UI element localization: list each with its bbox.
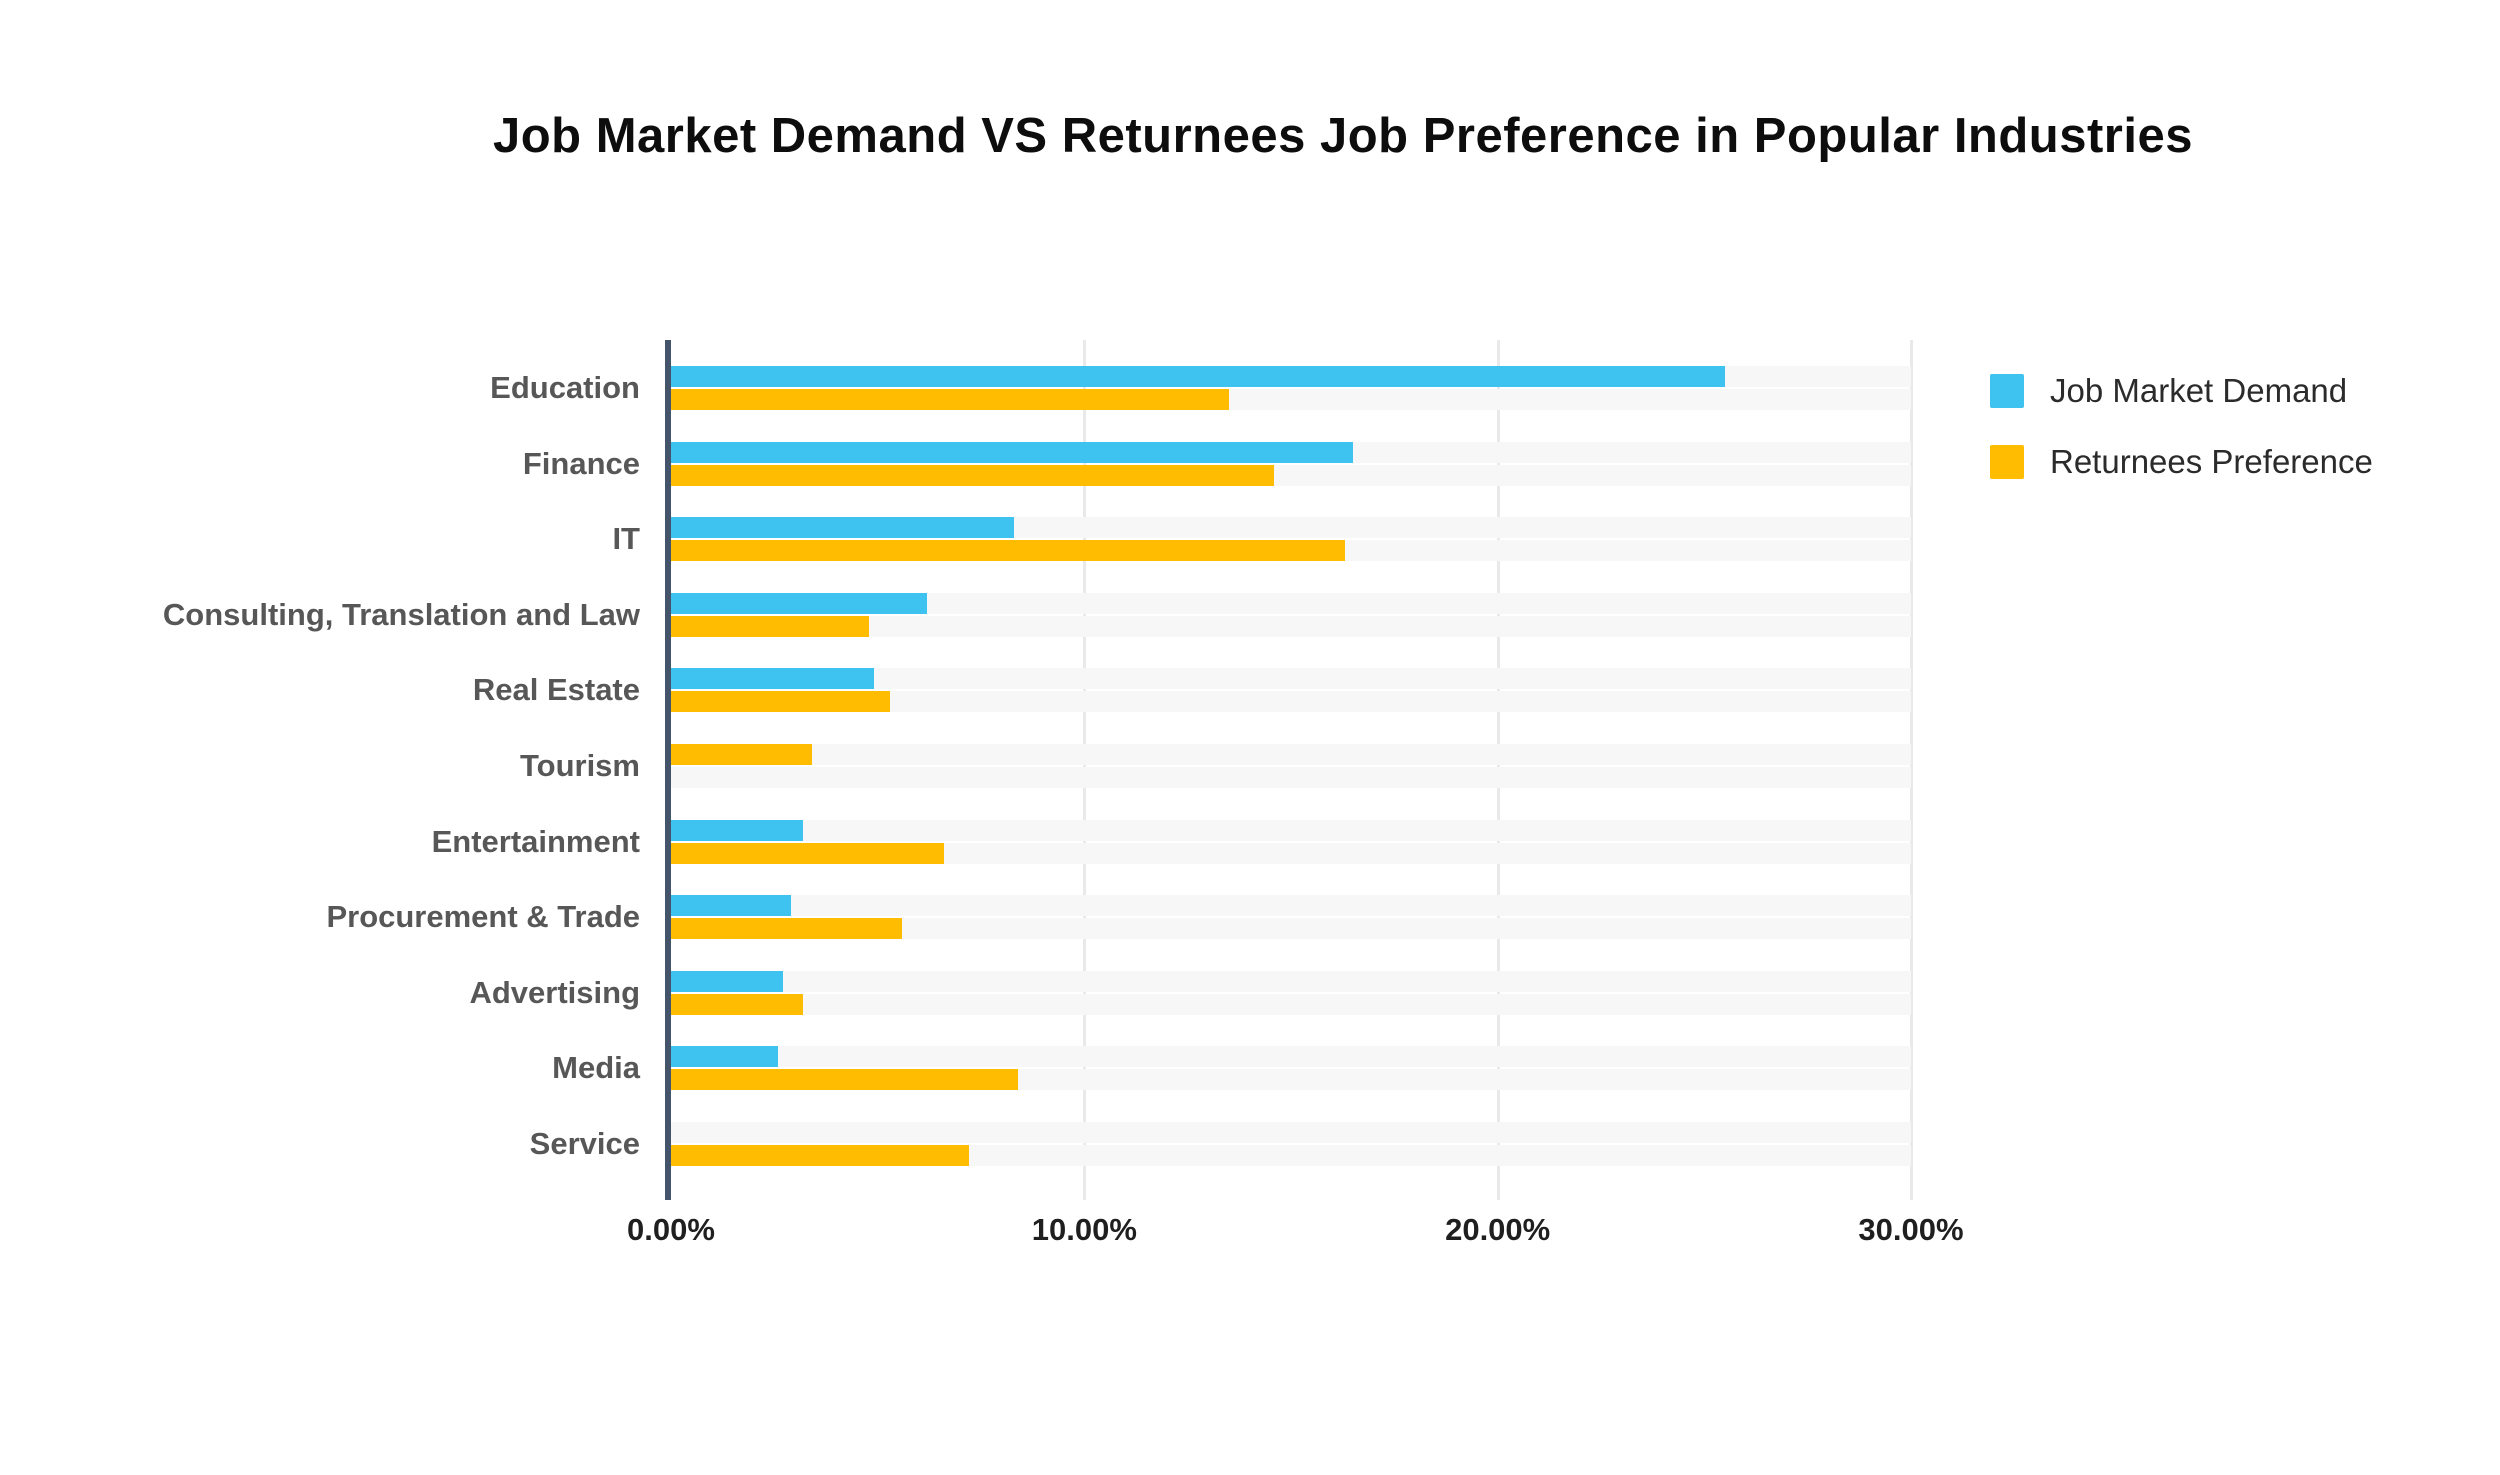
legend-item-job-market-demand[interactable]: Job Market Demand xyxy=(1990,372,2373,410)
bar-advertising-preference xyxy=(671,993,804,1015)
row-stripe-consulting-translation-and-law-0 xyxy=(671,592,1911,614)
bar-finance-preference xyxy=(671,464,1275,486)
row-stripe-tourism-0 xyxy=(671,744,1911,765)
bar-it-preference xyxy=(671,540,1345,562)
bar-education-preference xyxy=(671,389,1229,410)
legend-label: Returnees Preference xyxy=(2050,443,2373,480)
x-tick-label-30pct: 30.00% xyxy=(1858,1212,1964,1247)
row-stripe-entertainment-0 xyxy=(671,819,1911,841)
category-label-consulting-translation-and-law: Consulting, Translation and Law xyxy=(162,596,640,632)
legend-swatch-job-market-demand xyxy=(1990,374,2024,408)
category-label-finance: Finance xyxy=(522,445,640,481)
row-stripe-procurement-trade-1 xyxy=(671,918,1911,940)
legend: Job Market Demand Returnees Preference xyxy=(1990,372,2373,481)
x-tick-label-0pct: 0.00% xyxy=(627,1212,715,1247)
category-label-it: IT xyxy=(612,521,640,557)
legend-swatch-returnees-preference xyxy=(1990,445,2024,479)
row-stripe-real-estate-1 xyxy=(671,691,1911,713)
bar-tourism-preference xyxy=(671,744,812,765)
category-label-entertainment: Entertainment xyxy=(431,823,640,859)
row-stripe-tourism-1 xyxy=(671,767,1911,788)
x-tick-label-10pct: 10.00% xyxy=(1031,1212,1137,1247)
row-stripe-advertising-0 xyxy=(671,970,1911,992)
bar-service-preference xyxy=(671,1145,969,1166)
legend-label: Job Market Demand xyxy=(2050,372,2348,409)
y-axis-line xyxy=(665,340,671,1200)
bar-procurement-trade-preference xyxy=(671,918,903,940)
bar-real-estate-demand xyxy=(671,668,874,690)
row-stripe-consulting-translation-and-law-1 xyxy=(671,615,1911,637)
x-tick-label-20pct: 20.00% xyxy=(1445,1212,1551,1247)
bar-it-demand xyxy=(671,517,1015,539)
category-label-advertising: Advertising xyxy=(469,974,640,1010)
bar-real-estate-preference xyxy=(671,691,891,713)
bar-finance-demand xyxy=(671,441,1353,463)
bar-media-preference xyxy=(671,1069,1019,1091)
bar-entertainment-preference xyxy=(671,842,944,864)
bar-consulting-translation-and-law-demand xyxy=(671,592,928,614)
row-stripe-entertainment-1 xyxy=(671,842,1911,864)
category-label-media: Media xyxy=(552,1050,640,1086)
gridline-30pct xyxy=(1910,340,1913,1200)
bar-media-demand xyxy=(671,1046,779,1068)
chart-title: Job Market Demand VS Returnees Job Prefe… xyxy=(493,109,2193,163)
bar-education-demand xyxy=(671,366,1725,387)
category-label-tourism: Tourism xyxy=(520,748,640,783)
bar-procurement-trade-demand xyxy=(671,895,791,917)
row-stripe-service-0 xyxy=(671,1122,1911,1143)
category-label-real-estate: Real Estate xyxy=(472,672,640,708)
bar-advertising-demand xyxy=(671,970,783,992)
row-stripe-real-estate-0 xyxy=(671,668,1911,690)
legend-item-returnees-preference[interactable]: Returnees Preference xyxy=(1990,443,2373,481)
category-label-education: Education xyxy=(490,370,640,405)
row-stripe-service-1 xyxy=(671,1145,1911,1166)
row-stripe-media-0 xyxy=(671,1046,1911,1068)
bar-entertainment-demand xyxy=(671,819,804,841)
category-label-service: Service xyxy=(529,1126,640,1161)
bar-consulting-translation-and-law-preference xyxy=(671,615,870,637)
row-stripe-advertising-1 xyxy=(671,993,1911,1015)
row-stripe-procurement-trade-0 xyxy=(671,895,1911,917)
category-label-procurement-trade: Procurement & Trade xyxy=(326,899,640,935)
